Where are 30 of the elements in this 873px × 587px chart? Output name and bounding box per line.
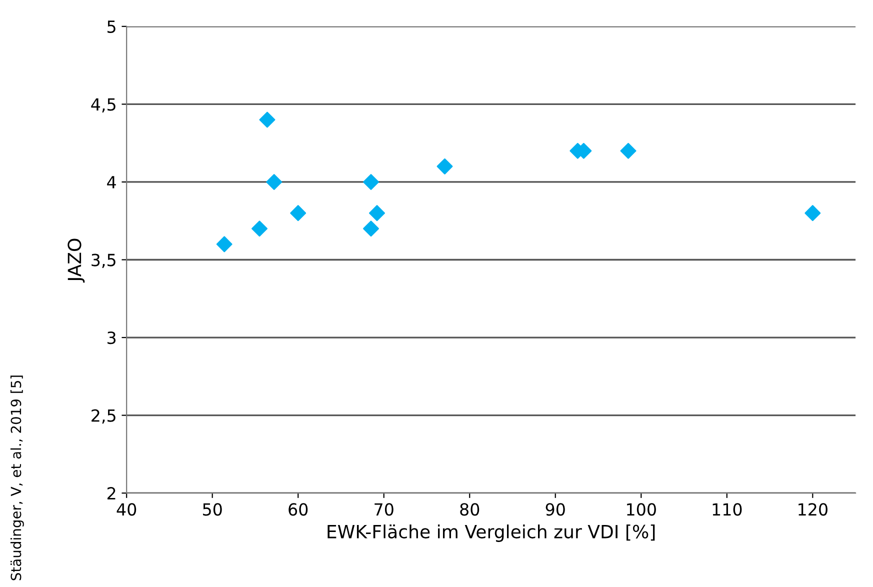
x-tick-label: 50 [203, 503, 222, 516]
y-tick-label: 5 [108, 20, 116, 33]
x-tick-label: 120 [798, 503, 828, 516]
x-tick-label: 40 [116, 503, 136, 516]
x-tick-label: 100 [627, 503, 656, 516]
x-tick-label: 70 [374, 503, 394, 516]
point [290, 205, 306, 222]
y-tick-label: 3,5 [92, 254, 116, 268]
x-tick-label: 110 [712, 503, 742, 516]
point [436, 158, 453, 174]
point [804, 205, 821, 222]
point [369, 205, 385, 222]
point [216, 236, 232, 252]
point [259, 112, 276, 128]
x-tick-label: 60 [288, 503, 308, 516]
y-tick-label: 3 [108, 331, 116, 344]
point [252, 220, 268, 237]
point [363, 220, 379, 237]
text: Stäudinger, V, et al., 2019 [5] [10, 376, 24, 580]
point [266, 174, 282, 190]
y-tick-label: 2,5 [92, 409, 116, 424]
point [363, 174, 379, 190]
x-tick-label: 90 [546, 503, 565, 516]
y-tick-label: 4 [107, 176, 116, 188]
y-tick-label: 2 [107, 487, 116, 500]
x-axis-title: EWK-Fläche im Vergleich zur VDI [%] [328, 524, 655, 542]
y-axis-title: JAZO [68, 238, 85, 283]
point [620, 142, 636, 159]
y-tick-label: 4,5 [91, 98, 116, 112]
x-tick-label: 80 [460, 503, 480, 516]
